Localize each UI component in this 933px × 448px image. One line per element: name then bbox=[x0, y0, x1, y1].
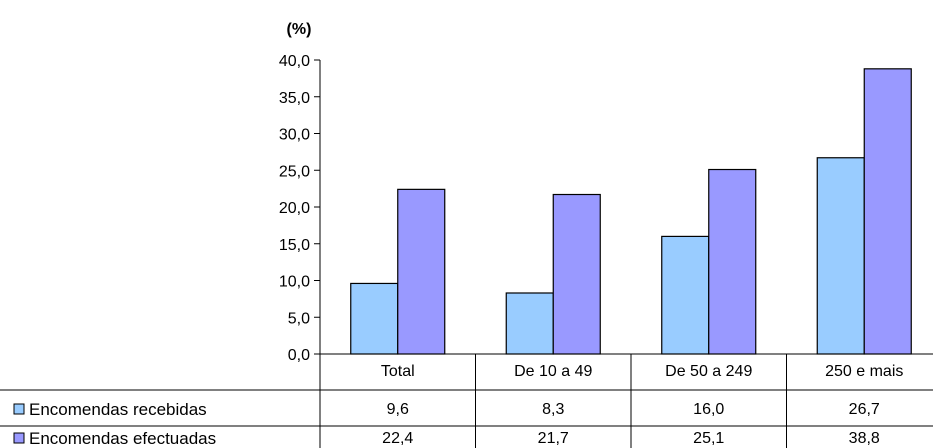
y-tick-label: 20,0 bbox=[279, 200, 310, 217]
y-tick-label: 40,0 bbox=[279, 53, 310, 70]
category-label: Total bbox=[381, 363, 415, 380]
bar-efectuadas bbox=[397, 188, 446, 355]
legend-swatch bbox=[13, 403, 25, 415]
table-value: 9,6 bbox=[387, 401, 409, 418]
bar-recebidas bbox=[350, 282, 399, 355]
y-tick-label: 0,0 bbox=[288, 347, 310, 364]
bar-efectuadas bbox=[863, 68, 912, 355]
category-label: De 50 a 249 bbox=[665, 363, 752, 380]
y-tick-label: 30,0 bbox=[279, 127, 310, 144]
legend-swatch bbox=[13, 432, 25, 444]
y-tick-label: 10,0 bbox=[279, 274, 310, 291]
table-value: 22,4 bbox=[382, 430, 413, 447]
y-tick-label: 15,0 bbox=[279, 237, 310, 254]
unit-label: (%) bbox=[287, 21, 312, 38]
table-value: 16,0 bbox=[693, 401, 724, 418]
table-value: 8,3 bbox=[542, 401, 564, 418]
category-label: 250 e mais bbox=[825, 363, 903, 380]
table-value: 38,8 bbox=[849, 430, 880, 447]
table-value: 21,7 bbox=[538, 430, 569, 447]
bar-recebidas bbox=[816, 157, 865, 355]
bar-recebidas bbox=[661, 235, 710, 355]
y-axis: 0,0 5,0 10,0 15,0 20,0 25,0 30,0 35,0 40,0 bbox=[279, 53, 321, 364]
data-table: Total De 10 a 49 De 50 a 249 250 e mais Enco… bbox=[0, 353, 933, 448]
bars bbox=[350, 68, 912, 355]
y-tick-label: 5,0 bbox=[288, 310, 310, 327]
table-value: 26,7 bbox=[849, 401, 880, 418]
y-tick-label: 35,0 bbox=[279, 90, 310, 107]
table-value: 25,1 bbox=[693, 430, 724, 447]
bar-recebidas bbox=[505, 292, 554, 355]
legend-label: Encomendas efectuadas bbox=[29, 429, 216, 448]
y-tick-label: 25,0 bbox=[279, 163, 310, 180]
bar-efectuadas bbox=[708, 168, 757, 355]
legend-label: Encomendas recebidas bbox=[29, 400, 207, 419]
bar-efectuadas bbox=[552, 193, 601, 355]
category-label: De 10 a 49 bbox=[514, 363, 592, 380]
